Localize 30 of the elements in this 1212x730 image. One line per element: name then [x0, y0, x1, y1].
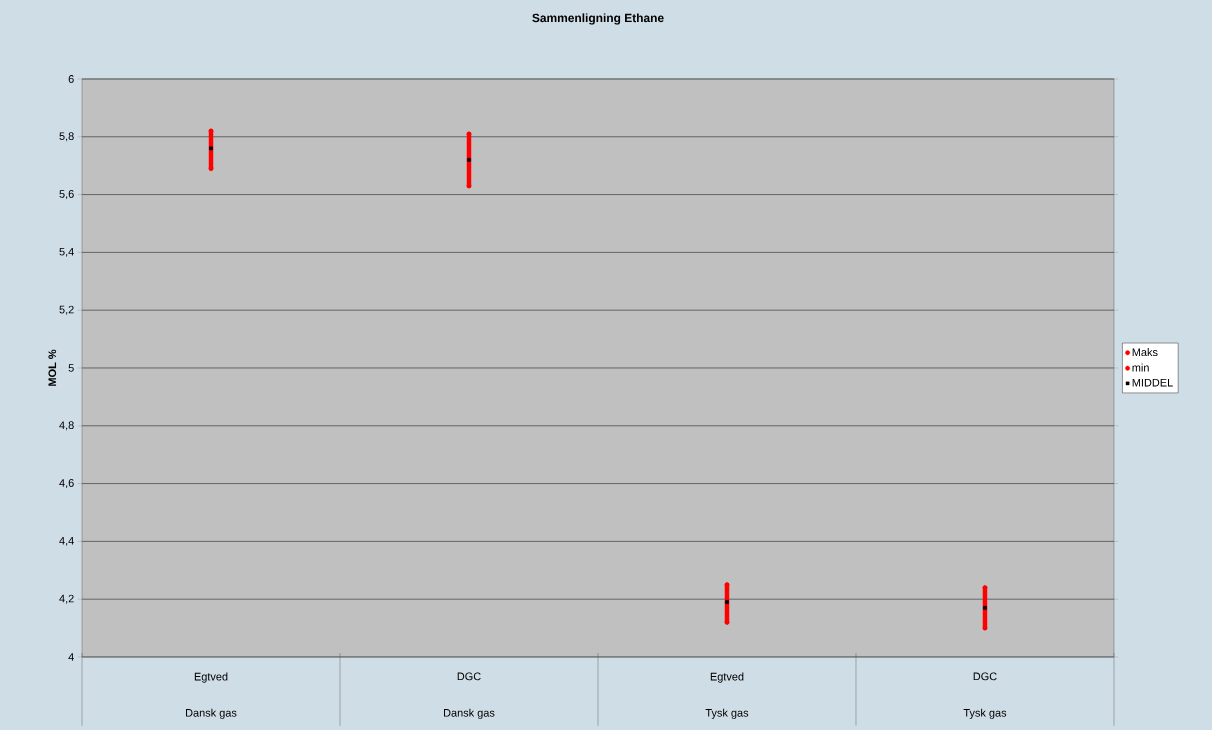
- y-tick-label: 5,2: [59, 305, 74, 315]
- y-tick-label: 4,8: [59, 421, 74, 431]
- point: [467, 158, 471, 162]
- text: Tysk gas: [963, 708, 1007, 719]
- y-tick-label: 5: [68, 364, 74, 372]
- point: [983, 606, 987, 610]
- y-tick-label: 4,6: [59, 479, 74, 489]
- y-tick-label: 6: [68, 75, 74, 83]
- text: Tysk gas: [705, 708, 749, 719]
- point: [208, 166, 214, 171]
- x-tick-label: DGC: [457, 672, 481, 681]
- point: [466, 183, 472, 189]
- point: [209, 146, 213, 151]
- legend-label: min: [1132, 363, 1149, 372]
- y-axis-title: MOL %: [48, 349, 57, 386]
- text: Dansk gas: [444, 708, 495, 719]
- x-tick-label: DGC: [973, 672, 997, 681]
- x-tick-label: Egtved: [710, 672, 744, 683]
- legend-label: Maks: [1132, 348, 1158, 357]
- y-tick-label: 4: [68, 653, 74, 661]
- y-tick-label: 5,6: [59, 190, 74, 200]
- x-tick-label: Egtved: [194, 672, 228, 683]
- y-tick-label: 4,4: [59, 536, 74, 546]
- y-tick-label: 5,8: [59, 132, 74, 142]
- chart-title: Sammenligning Ethane: [532, 13, 664, 25]
- point: [725, 600, 729, 604]
- legend-label: MIDDEL: [1132, 378, 1173, 387]
- y-tick-label: 5,4: [59, 247, 74, 257]
- text: Dansk gas: [186, 708, 237, 719]
- y-tick-label: 4,2: [59, 594, 74, 604]
